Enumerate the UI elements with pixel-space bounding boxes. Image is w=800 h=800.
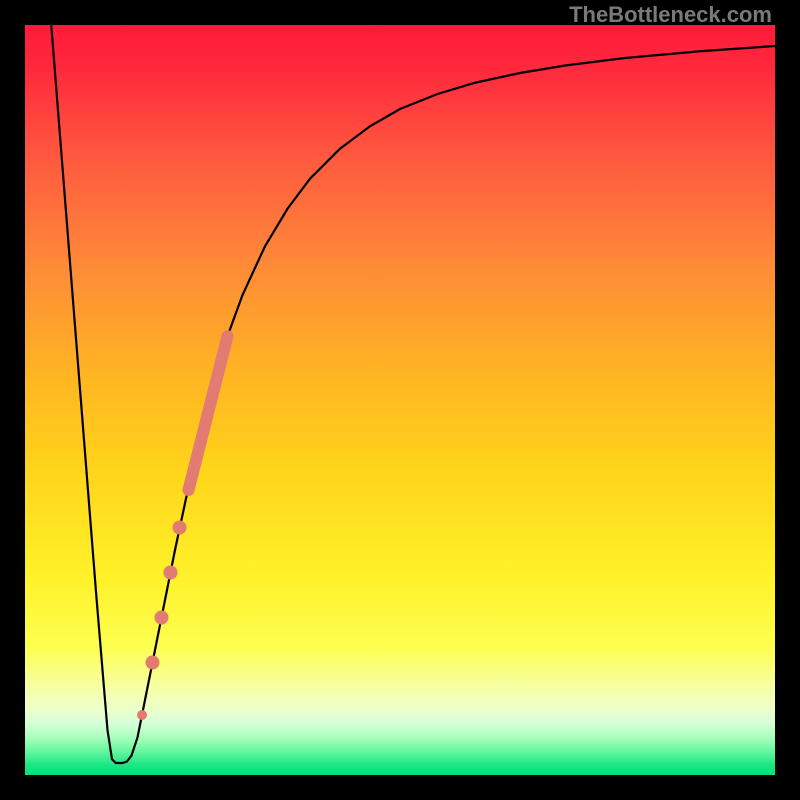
scatter-dot <box>173 521 187 535</box>
scatter-dot <box>146 656 160 670</box>
highlight-segment <box>189 336 228 490</box>
curve-layer <box>25 25 775 775</box>
scatter-dots <box>137 521 187 721</box>
bottleneck-curve <box>51 25 775 763</box>
plot-area <box>25 25 775 775</box>
chart-container: TheBottleneck.com <box>0 0 800 800</box>
scatter-dot <box>155 611 169 625</box>
watermark-text: TheBottleneck.com <box>569 2 772 28</box>
scatter-dot <box>164 566 178 580</box>
scatter-dot-small <box>137 710 147 720</box>
